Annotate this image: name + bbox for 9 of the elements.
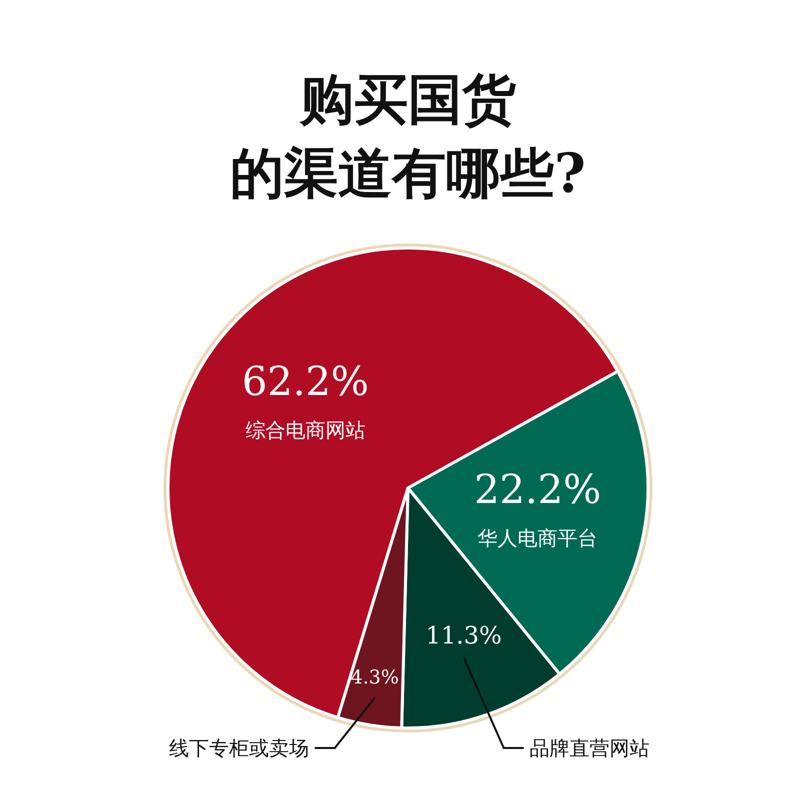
data-label: 22.2% bbox=[474, 466, 602, 513]
slice-label: 综合电商网站 bbox=[245, 418, 366, 442]
data-label: 62.2% bbox=[242, 359, 369, 405]
slice-label: 品牌直营网站 bbox=[530, 736, 650, 760]
data-label: 11.3% bbox=[426, 622, 502, 650]
data-label: 4.3% bbox=[350, 666, 399, 689]
chart-title: 购买国货的渠道有哪些? bbox=[230, 67, 586, 205]
slice-label: 华人电商平台 bbox=[478, 526, 598, 550]
slice-label: 线下专柜或卖场 bbox=[168, 736, 309, 760]
